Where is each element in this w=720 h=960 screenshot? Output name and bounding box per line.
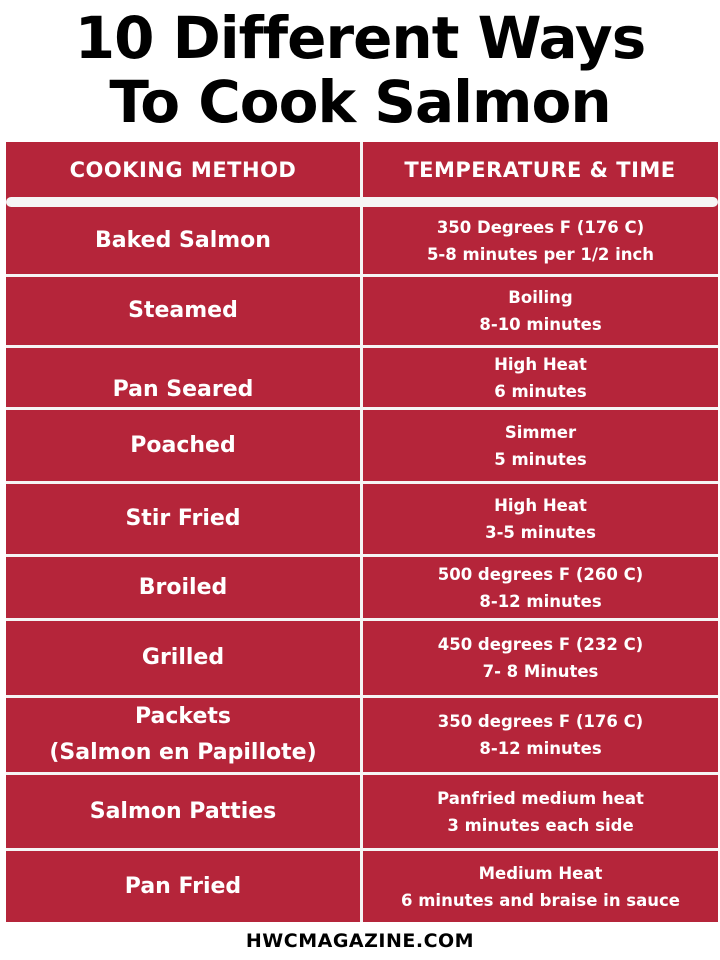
temp-time-cell: Simmer 5 minutes: [363, 410, 718, 481]
table-row: Broiled 500 degrees F (260 C) 8-12 minut…: [6, 557, 718, 618]
temp-time-cell: High Heat 3-5 minutes: [363, 484, 718, 554]
row-divider: [6, 274, 718, 277]
temp-time-cell: 450 degrees F (232 C) 7- 8 Minutes: [363, 621, 718, 695]
temp-time-cell: 350 Degrees F (176 C) 5-8 minutes per 1/…: [363, 207, 718, 274]
temp-time-cell: High Heat 6 minutes: [363, 348, 718, 407]
time-text: 6 minutes: [494, 381, 587, 401]
method-cell: Pan Fried: [124, 873, 242, 899]
method-text: Packets: [135, 704, 231, 729]
temp-time-cell: Panfried medium heat 3 minutes each side: [363, 775, 718, 848]
temp-text: High Heat: [494, 496, 587, 515]
table-row: Baked Salmon 350 Degrees F (176 C) 5-8 m…: [6, 207, 718, 274]
table-row: Pan Seared High Heat 6 minutes: [6, 348, 718, 407]
header-cooking-method: COOKING METHOD: [69, 158, 297, 182]
time-text: 8-10 minutes: [479, 315, 602, 334]
table-row: Pan Fried Medium Heat 6 minutes and brai…: [6, 851, 718, 922]
time-text: 3-5 minutes: [485, 523, 596, 542]
temp-time-cell: Medium Heat 6 minutes and braise in sauc…: [363, 851, 718, 922]
temp-text: Panfried medium heat: [437, 788, 644, 808]
time-text: 8-12 minutes: [479, 591, 602, 611]
temp-text: 350 Degrees F (176 C): [436, 217, 645, 237]
row-divider: [6, 618, 718, 621]
table-row: Poached Simmer 5 minutes: [6, 410, 718, 481]
temp-time-cell: 500 degrees F (260 C) 8-12 minutes: [363, 557, 718, 618]
time-text: 8-12 minutes: [479, 739, 602, 758]
method-cell: Baked Salmon: [95, 227, 271, 253]
method-text-line2: (Salmon en Papillote): [49, 740, 317, 765]
table-row: Steamed Boiling 8-10 minutes: [6, 277, 718, 345]
row-divider: [6, 554, 718, 557]
method-cell: Broiled: [138, 574, 228, 600]
method-cell: Grilled: [141, 645, 225, 670]
table-row: Salmon Patties Panfried medium heat 3 mi…: [6, 775, 718, 848]
table-row: Grilled 450 degrees F (232 C) 7- 8 Minut…: [6, 621, 718, 695]
time-text: 5 minutes: [494, 449, 587, 469]
temp-time-cell: Boiling 8-10 minutes: [363, 277, 718, 345]
page-title: 10 Different Ways To Cook Salmon: [0, 6, 720, 134]
row-divider: [6, 772, 718, 775]
title-line-1: 10 Different Ways: [74, 4, 646, 72]
row-divider: [6, 481, 718, 484]
row-divider: [6, 848, 718, 851]
time-text: 6 minutes and braise in sauce: [401, 890, 680, 910]
time-text: 7- 8 Minutes: [482, 662, 599, 681]
temp-text: 450 degrees F (232 C): [437, 635, 644, 654]
method-cell: Pan Seared: [112, 376, 254, 402]
row-divider: [6, 407, 718, 410]
header-temperature-time: TEMPERATURE & TIME: [404, 158, 676, 182]
method-cell: Steamed: [128, 298, 238, 323]
temp-time-cell: 350 degrees F (176 C) 8-12 minutes: [363, 698, 718, 772]
footer-site-name: HWCMAGAZINE.COM: [245, 930, 475, 952]
method-cell: Salmon Patties: [89, 798, 277, 824]
temp-text: High Heat: [494, 354, 587, 374]
column-divider: [360, 142, 363, 922]
time-text: 3 minutes each side: [447, 815, 634, 835]
row-divider: [6, 345, 718, 348]
temp-text: Medium Heat: [478, 863, 603, 883]
table-row: Packets (Salmon en Papillote) 350 degree…: [6, 698, 718, 772]
temp-text: Simmer: [504, 422, 577, 442]
temp-text: Boiling: [508, 288, 573, 307]
temp-text: 350 degrees F (176 C): [437, 712, 644, 731]
method-cell: Poached: [130, 432, 236, 458]
title-line-2: To Cook Salmon: [109, 68, 611, 136]
row-divider: [6, 695, 718, 698]
cooking-table: COOKING METHOD TEMPERATURE & TIME Baked …: [6, 142, 718, 922]
method-cell: Stir Fried: [125, 506, 241, 531]
table-row: Stir Fried High Heat 3-5 minutes: [6, 484, 718, 554]
temp-text: 500 degrees F (260 C): [437, 564, 644, 584]
time-text: 5-8 minutes per 1/2 inch: [426, 244, 655, 264]
method-cell: Packets (Salmon en Papillote): [6, 698, 360, 772]
